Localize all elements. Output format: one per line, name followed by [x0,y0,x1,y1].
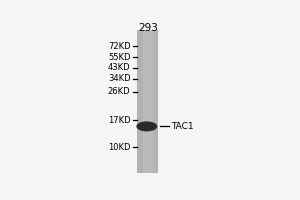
Text: 34KD: 34KD [108,74,130,83]
Text: 55KD: 55KD [108,53,130,62]
Text: 293: 293 [138,23,158,33]
Text: 72KD: 72KD [108,42,130,51]
Ellipse shape [136,121,157,131]
Text: 26KD: 26KD [108,87,130,96]
Text: 43KD: 43KD [108,63,130,72]
Text: 17KD: 17KD [108,116,130,125]
Text: TAC1: TAC1 [171,122,194,131]
Bar [137,30,158,173]
Bar [143,30,153,173]
Text: 10KD: 10KD [108,143,130,152]
